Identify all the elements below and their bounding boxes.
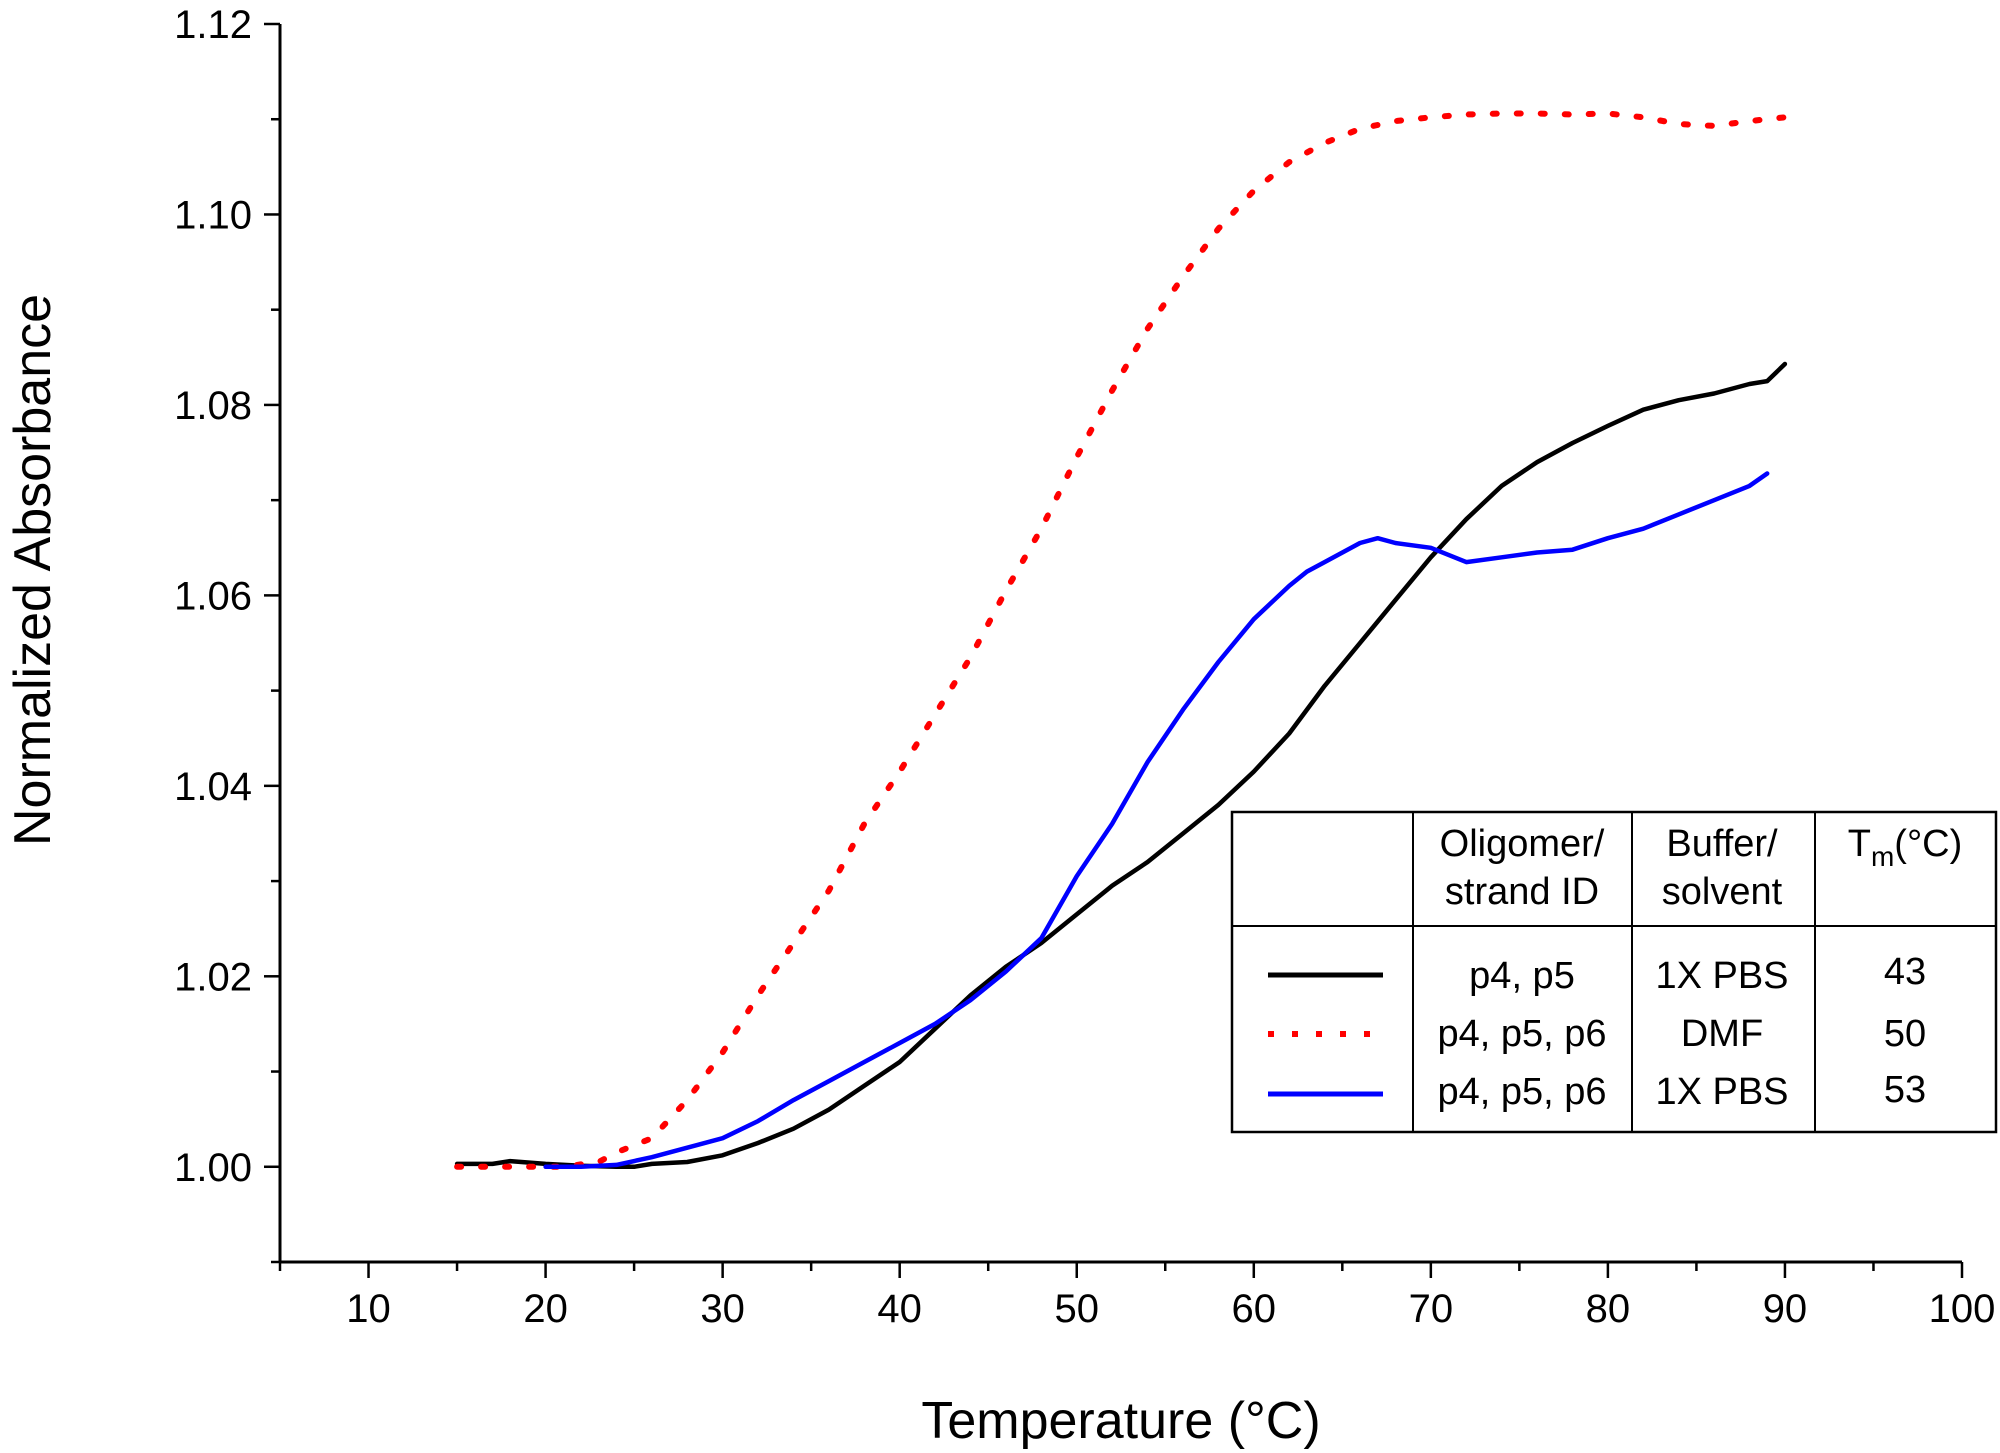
legend-header-tm-unit: (°C): [1894, 823, 1962, 865]
x-tick-label: 100: [1929, 1287, 1996, 1331]
legend-border: [1230, 810, 1998, 1134]
legend-row1-oligomer: p4, p5: [1469, 955, 1575, 997]
x-tick-label: 30: [700, 1287, 745, 1331]
x-tick-label: 60: [1232, 1287, 1277, 1331]
legend-header-tm: Tm(°C): [1848, 823, 1963, 872]
axes: [278, 24, 1962, 1264]
legend-row2-buffer: DMF: [1681, 1013, 1763, 1055]
legend-header-buffer-line2: solvent: [1662, 871, 1783, 913]
series-line-2: [454, 110, 1806, 1170]
legend-row1-tm: 43: [1884, 951, 1926, 993]
y-tick-label: 1.00: [174, 1146, 252, 1190]
x-tick-label: 70: [1409, 1287, 1454, 1331]
legend-row1-buffer: 1X PBS: [1655, 955, 1788, 997]
legend-row3-tm: 53: [1884, 1069, 1926, 1111]
x-tick-label: 80: [1586, 1287, 1631, 1331]
legend-header-tm-main: T: [1848, 823, 1871, 865]
legend-row2-oligomer: p4, p5, p6: [1437, 1013, 1606, 1055]
legend-row3-oligomer: p4, p5, p6: [1437, 1071, 1606, 1113]
y-ticks: 1.00 1.02 1.04 1.06 1.08 1.10 1.12: [174, 3, 280, 1264]
legend-row2-tm: 50: [1884, 1013, 1926, 1055]
legend-header-oligomer-line1: Oligomer/: [1440, 823, 1605, 865]
series-line-1: [454, 361, 1788, 1170]
legend-table: Oligomer/ strand ID Buffer/ solvent Tm(°…: [1230, 810, 1998, 1134]
series-layer: [454, 110, 1806, 1170]
x-tick-label: 40: [877, 1287, 922, 1331]
legend-row3-buffer: 1X PBS: [1655, 1071, 1788, 1113]
x-tick-label: 20: [523, 1287, 568, 1331]
y-tick-label: 1.04: [174, 765, 252, 809]
x-tick-label: 10: [346, 1287, 391, 1331]
y-axis-title: Normalized Absorbance: [4, 294, 62, 846]
x-axis-title: Temperature (°C): [921, 1392, 1320, 1450]
y-tick-label: 1.10: [174, 193, 252, 237]
legend-header-tm-sub: m: [1871, 841, 1894, 872]
series-line-3: [543, 471, 1770, 1170]
x-tick-label: 90: [1763, 1287, 1808, 1331]
legend-header-oligomer-line2: strand ID: [1445, 871, 1599, 913]
legend-header-buffer-line1: Buffer/: [1666, 823, 1778, 865]
y-tick-label: 1.08: [174, 384, 252, 428]
x-tick-label: 50: [1054, 1287, 1099, 1331]
y-tick-label: 1.12: [174, 3, 252, 47]
x-ticks: 10 20 30 40 50 60 70 80 90 100: [278, 1262, 1996, 1331]
y-tick-label: 1.02: [174, 955, 252, 999]
y-tick-label: 1.06: [174, 574, 252, 618]
